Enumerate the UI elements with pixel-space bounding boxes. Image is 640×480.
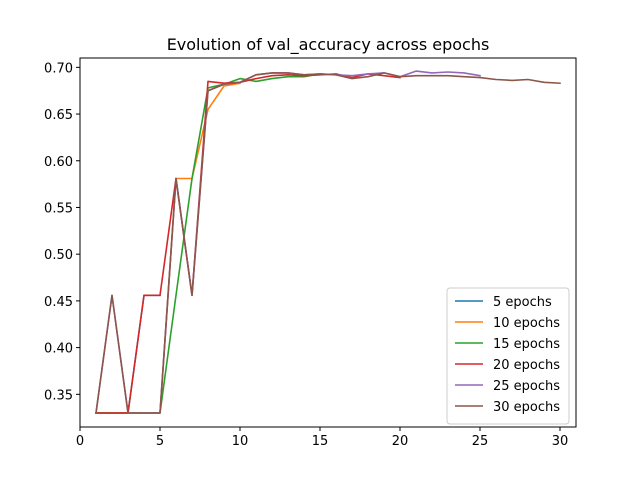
legend-label: 5 epochs (493, 295, 552, 310)
legend-label: 25 epochs (493, 379, 560, 394)
y-tick-label: 0.60 (44, 155, 73, 170)
legend-label: 30 epochs (493, 400, 560, 415)
x-axis: 0 5 10 15 20 25 30 (76, 427, 568, 449)
x-tick-label: 0 (76, 434, 84, 449)
x-tick-label: 25 (472, 434, 489, 449)
series-line-30-epochs (95, 72, 561, 414)
x-tick-label: 5 (156, 434, 164, 449)
y-tick-label: 0.70 (44, 61, 73, 76)
x-tick-label: 10 (232, 434, 249, 449)
y-tick-label: 0.55 (44, 201, 73, 216)
chart-title: Evolution of val_accuracy across epochs (167, 35, 490, 55)
legend-label: 10 epochs (493, 316, 560, 331)
x-tick-label: 30 (552, 434, 569, 449)
legend-label: 15 epochs (493, 337, 560, 352)
x-tick-label: 15 (312, 434, 329, 449)
plot-area (95, 70, 561, 414)
y-tick-label: 0.45 (44, 295, 73, 310)
legend-label: 20 epochs (493, 358, 560, 373)
series-line-20-epochs (95, 73, 401, 414)
y-tick-label: 0.40 (44, 342, 73, 357)
legend: 5 epochs 10 epochs 15 epochs 20 epochs 25 ep… (446, 287, 570, 425)
y-axis: 0.35 0.40 0.45 0.50 0.55 0.60 0.65 0.70 (44, 61, 80, 403)
y-tick-label: 0.35 (44, 388, 73, 403)
y-tick-label: 0.65 (44, 108, 73, 123)
x-tick-label: 20 (392, 434, 409, 449)
axes-frame (79, 57, 577, 428)
y-tick-label: 0.50 (44, 248, 73, 263)
